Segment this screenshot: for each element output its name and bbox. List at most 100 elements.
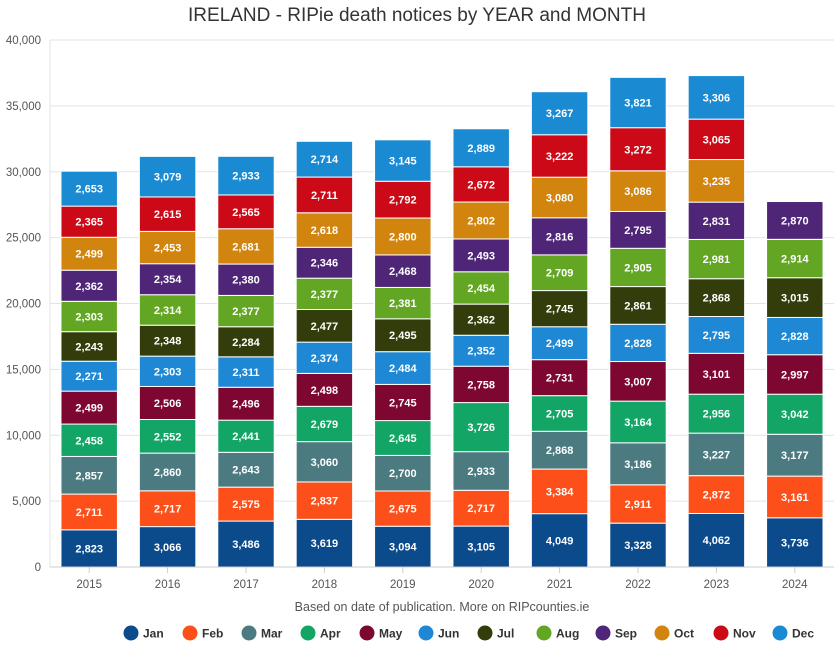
y-tick-label: 20,000: [6, 299, 41, 311]
data-label: 2,705: [546, 408, 574, 420]
legend-swatch: [536, 625, 552, 641]
data-label: 3,619: [311, 538, 339, 550]
bar-segment: [687, 118, 746, 161]
bar-segment: [295, 341, 354, 374]
data-label: 2,499: [75, 403, 103, 415]
legend-label: Sep: [615, 627, 637, 641]
data-label: 2,454: [467, 283, 495, 295]
data-label: 2,981: [703, 254, 731, 266]
legend-item[interactable]: Dec: [772, 625, 815, 641]
data-label: 2,828: [781, 331, 809, 343]
bar-segment: [452, 365, 510, 404]
data-label: 2,565: [232, 207, 260, 219]
bar-segment: [295, 441, 354, 483]
bar-segment: [374, 351, 432, 385]
data-label: 2,802: [467, 215, 495, 227]
legend-label: Mar: [261, 627, 283, 641]
bar-segment: [217, 486, 275, 522]
data-label: 2,672: [467, 179, 495, 191]
data-label: 4,062: [703, 535, 731, 547]
legend-item[interactable]: Jun: [418, 625, 460, 641]
data-label: 2,645: [389, 433, 417, 445]
bar-segment: [687, 475, 746, 514]
legend-item[interactable]: Apr: [300, 625, 341, 641]
bar-segment: [530, 513, 589, 568]
legend-item[interactable]: Jul: [477, 625, 515, 641]
data-label: 2,468: [389, 266, 417, 278]
bar-segment: [687, 201, 746, 240]
data-label: 2,653: [75, 184, 103, 196]
data-label: 2,870: [781, 215, 809, 227]
data-label: 3,222: [546, 151, 574, 163]
legend-swatch: [477, 625, 493, 641]
data-label: 2,348: [154, 336, 182, 348]
data-label: 2,933: [467, 466, 495, 478]
data-label: 2,618: [311, 225, 339, 237]
data-label: 2,933: [232, 171, 260, 183]
data-label: 2,700: [389, 468, 417, 480]
bar-segment: [374, 490, 432, 527]
data-label: 2,872: [703, 490, 731, 502]
data-label: 2,868: [546, 445, 574, 457]
bar-segment: [452, 166, 510, 203]
data-label: 2,905: [624, 262, 652, 274]
data-label: 2,679: [311, 419, 339, 431]
data-label: 3,105: [467, 542, 495, 554]
legend-item[interactable]: Feb: [182, 625, 224, 641]
bar-segment: [687, 432, 746, 477]
data-label: 2,362: [467, 315, 495, 327]
data-label: 2,498: [311, 385, 339, 397]
data-label: 2,745: [546, 304, 574, 316]
data-label: 2,271: [75, 371, 103, 383]
bar-segment: [609, 323, 667, 363]
data-label: 2,311: [233, 367, 260, 379]
bar-segment: [530, 91, 589, 136]
bar-segment: [60, 390, 118, 425]
bars: 2,823 2,711 2,857 2,458 2,499 2,271 2,243 2,303…: [60, 75, 824, 568]
data-label: 2,711: [311, 190, 338, 202]
data-label: 3,821: [624, 98, 652, 110]
y-tick-label: 40,000: [6, 35, 41, 47]
bar-segment: [609, 210, 667, 249]
bar-segment: [452, 201, 510, 240]
legend-item[interactable]: May: [359, 625, 403, 641]
bar-segment: [374, 254, 432, 288]
data-label: 2,643: [232, 465, 260, 477]
legend-swatch: [654, 625, 670, 641]
data-label: 2,377: [232, 306, 260, 318]
legend-item[interactable]: Sep: [595, 625, 638, 641]
data-label: 2,731: [546, 373, 574, 385]
bar-segment: [609, 76, 667, 129]
bar-segment: [766, 277, 824, 318]
x-tick-label: 2022: [625, 579, 651, 591]
data-label: 2,800: [389, 231, 417, 243]
data-label: 2,795: [624, 225, 652, 237]
legend-item[interactable]: Mar: [241, 625, 283, 641]
bar-segment: [687, 75, 746, 120]
data-label: 2,303: [154, 366, 182, 378]
y-tick-label: 15,000: [6, 364, 41, 376]
bar-segment: [452, 334, 510, 367]
y-tick-label: 10,000: [6, 430, 41, 442]
bar-segment: [60, 455, 118, 495]
data-label: 2,795: [703, 330, 731, 342]
data-label: 2,575: [232, 499, 260, 511]
x-tick-label: 2018: [312, 579, 338, 591]
legend-item[interactable]: Oct: [654, 625, 695, 641]
data-label: 2,374: [311, 353, 339, 365]
bar-segment: [609, 286, 667, 325]
data-label: 2,831: [703, 216, 731, 228]
legend-item[interactable]: Aug: [536, 625, 580, 641]
bar-segment: [138, 385, 197, 421]
data-label: 2,243: [75, 341, 103, 353]
data-label: 3,726: [467, 422, 495, 434]
legend-item[interactable]: Nov: [713, 625, 756, 641]
bar-segment: [217, 155, 275, 196]
legend[interactable]: Jan Feb Mar Apr May Jun Jul Aug Sep Oct Nov Dec: [123, 625, 815, 641]
bar-segment: [766, 433, 824, 477]
data-label: 3,042: [781, 409, 809, 421]
legend-item[interactable]: Jan: [123, 625, 164, 641]
data-label: 2,453: [154, 243, 182, 255]
data-label: 3,066: [154, 542, 182, 554]
data-label: 2,709: [546, 268, 574, 280]
